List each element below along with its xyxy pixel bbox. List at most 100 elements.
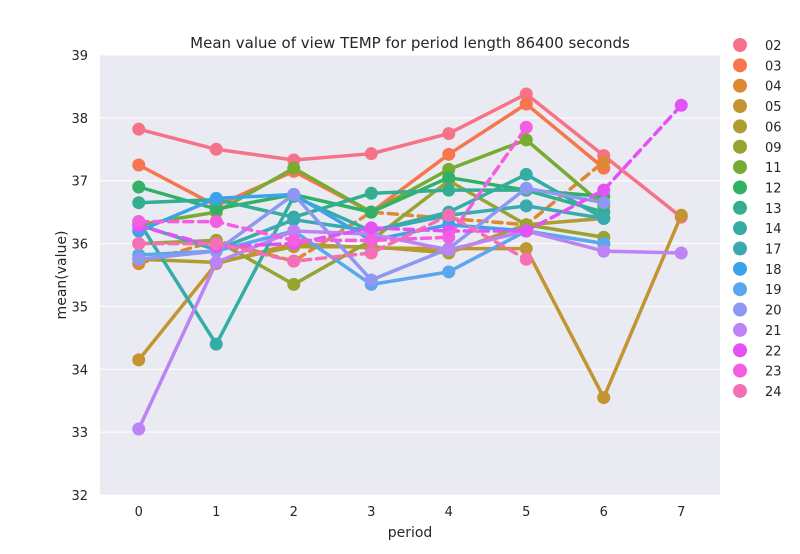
- legend-label: 03: [765, 59, 782, 74]
- series-24: [132, 208, 533, 268]
- legend-label: 14: [765, 222, 782, 237]
- x-tick-label: 2: [290, 505, 298, 520]
- legend-item-03: 03: [733, 58, 782, 74]
- legend-label: 20: [765, 304, 782, 319]
- legend-marker: [733, 160, 747, 175]
- data-point: [597, 391, 611, 405]
- series-line: [137, 213, 528, 263]
- data-point: [442, 265, 456, 279]
- legend-marker: [733, 200, 747, 215]
- legend-marker: [733, 383, 747, 398]
- legend-item-22: 22: [733, 343, 782, 359]
- legend-marker: [733, 78, 747, 93]
- data-point: [287, 161, 301, 175]
- x-tick-label: 0: [135, 505, 143, 520]
- data-point: [132, 215, 146, 229]
- data-point: [364, 221, 378, 235]
- x-tick-label: 1: [212, 505, 220, 520]
- legend-label: 13: [765, 202, 782, 217]
- legend-item-11: 11: [733, 160, 782, 176]
- legend-marker: [733, 282, 747, 297]
- data-point: [364, 147, 378, 161]
- legend-item-13: 13: [733, 200, 782, 217]
- data-point: [132, 196, 146, 210]
- data-point: [674, 98, 688, 112]
- data-point: [209, 215, 223, 229]
- series-layer: [132, 87, 688, 436]
- data-point: [364, 186, 378, 200]
- legend-item-21: 21: [733, 322, 782, 339]
- legend-item-23: 23: [733, 363, 782, 380]
- y-axis-label: mean(value): [54, 231, 70, 320]
- data-point: [442, 147, 456, 161]
- data-point: [442, 183, 456, 197]
- legend-label: 18: [765, 263, 782, 278]
- legend-marker: [733, 302, 747, 317]
- legend-item-05: 05: [733, 99, 782, 115]
- data-point: [287, 254, 301, 268]
- data-point: [597, 196, 611, 210]
- series-line: [137, 92, 683, 219]
- data-point: [287, 277, 301, 291]
- legend-item-24: 24: [733, 383, 782, 400]
- y-tick-label: 35: [71, 300, 88, 315]
- legend-marker: [733, 180, 747, 195]
- x-tick-label: 4: [445, 505, 453, 520]
- data-point: [674, 246, 688, 260]
- legend-label: 17: [765, 243, 782, 258]
- y-tick-label: 36: [71, 238, 88, 253]
- x-axis-label: period: [388, 525, 433, 541]
- data-point: [597, 211, 611, 225]
- data-point: [519, 133, 533, 147]
- data-point: [209, 142, 223, 156]
- legend-label: 21: [765, 324, 782, 339]
- data-point: [442, 208, 456, 222]
- legend-label: 02: [765, 39, 782, 54]
- data-point: [442, 127, 456, 141]
- data-point: [442, 171, 456, 185]
- legend-item-18: 18: [733, 261, 782, 278]
- data-point: [209, 191, 223, 205]
- y-tick-label: 37: [71, 175, 88, 190]
- data-point: [132, 158, 146, 172]
- series-line: [137, 125, 528, 243]
- data-point: [209, 255, 223, 269]
- legend-marker: [733, 58, 747, 73]
- x-tick-label: 6: [600, 505, 608, 520]
- data-point: [519, 120, 533, 134]
- legend-marker: [733, 261, 747, 276]
- legend-item-19: 19: [733, 282, 782, 298]
- series-23: [132, 120, 533, 247]
- legend-label: 11: [765, 161, 782, 176]
- legend-item-14: 14: [733, 221, 782, 237]
- legend-marker: [733, 363, 747, 378]
- legend-item-20: 20: [733, 302, 782, 319]
- data-point: [132, 422, 146, 436]
- data-point: [132, 252, 146, 266]
- legend-label: 05: [765, 100, 782, 115]
- legend-marker: [733, 343, 747, 358]
- legend-marker: [733, 241, 747, 256]
- legend-marker: [733, 38, 747, 52]
- legend-label: 04: [765, 80, 782, 95]
- data-point: [519, 87, 533, 101]
- y-tick-label: 34: [71, 363, 88, 378]
- legend-label: 22: [765, 344, 782, 359]
- x-tick-label: 3: [367, 505, 375, 520]
- data-point: [519, 97, 533, 111]
- legend-marker: [733, 221, 747, 236]
- x-tick-label: 7: [677, 505, 685, 520]
- y-tick-label: 33: [71, 426, 88, 441]
- data-point: [442, 230, 456, 244]
- data-point: [132, 122, 146, 136]
- data-point: [132, 237, 146, 251]
- data-point: [519, 181, 533, 195]
- data-point: [519, 199, 533, 213]
- chart-title: Mean value of view TEMP for period lengt…: [190, 34, 630, 52]
- data-point: [674, 208, 688, 222]
- data-point: [597, 155, 611, 169]
- legend-label: 06: [765, 120, 782, 135]
- legend-label: 24: [765, 385, 782, 400]
